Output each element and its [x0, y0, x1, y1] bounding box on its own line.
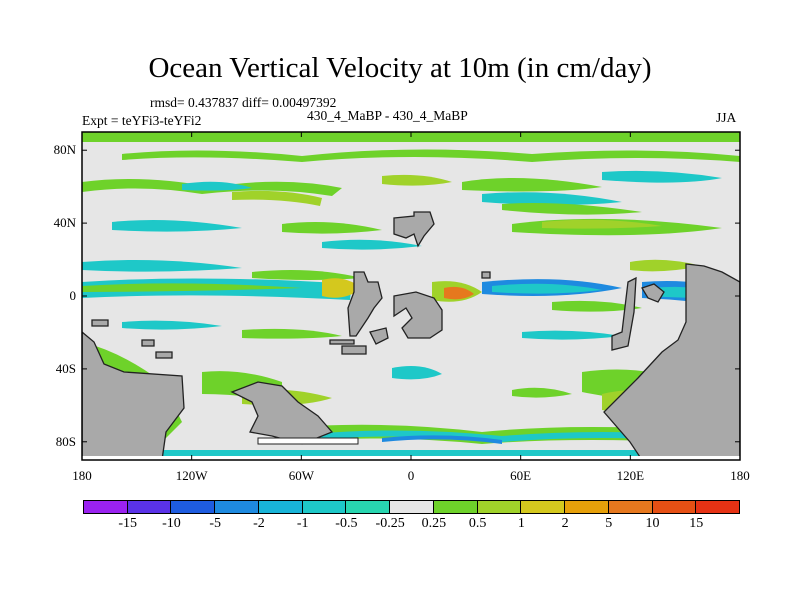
land-asia-east — [611, 276, 637, 351]
land-central-block — [393, 291, 443, 339]
colorbar-label: -2 — [253, 516, 265, 531]
colorbar-label: 0.5 — [468, 516, 487, 531]
x-tick-label: 0 — [407, 468, 415, 483]
land-west-islet-3 — [155, 351, 173, 359]
x-tick-label: 120W — [175, 468, 208, 483]
land-greenland — [393, 211, 435, 248]
colorbar — [83, 500, 741, 514]
colorbar-label: 15 — [689, 516, 704, 531]
colorbar-box — [651, 500, 697, 514]
y-tick-label: 40S — [55, 360, 76, 376]
colorbar-label: -15 — [118, 516, 138, 531]
colorbar-box — [607, 500, 653, 514]
chart-title: Ocean Vertical Velocity at 10m (in cm/da… — [148, 52, 652, 84]
colorbar-box — [126, 500, 172, 514]
case-text: 430_4_MaBP - 430_4_MaBP — [307, 108, 468, 123]
colorbar-label: 2 — [561, 516, 569, 531]
x-tick-label: 60E — [510, 468, 532, 483]
land-south-africa — [329, 339, 355, 345]
gap-strip-a — [257, 437, 359, 445]
colorbar-box — [301, 500, 347, 514]
colorbar-label: -1 — [296, 516, 309, 531]
land-masses — [82, 211, 740, 460]
land-australia — [603, 263, 740, 460]
land-islet-b — [641, 283, 665, 303]
land-islet-a — [481, 271, 491, 279]
colorbar-box — [695, 500, 741, 514]
colorbar-box — [432, 500, 478, 514]
colorbar-box — [345, 500, 391, 514]
colorbar-box — [257, 500, 303, 514]
land-west-islet — [91, 319, 109, 327]
colorbar-box — [520, 500, 566, 514]
colorbar-label: -0.5 — [335, 516, 358, 531]
y-tick-label: 0 — [69, 288, 77, 303]
stats-text: rmsd= 0.437837 diff= 0.00497392 — [150, 95, 337, 110]
x-tick-label: 180 — [730, 468, 750, 483]
y-tick-label: 80N — [53, 142, 76, 158]
x-tick-label: 120E — [616, 468, 645, 483]
colorbar-box — [214, 500, 259, 514]
experiment-text: Expt = teYFi3-teYFi2 — [82, 113, 202, 128]
land-cape — [341, 345, 367, 355]
colorbar-box — [476, 500, 522, 514]
land-central-islet — [369, 327, 389, 345]
x-tick-label: 60W — [288, 468, 314, 483]
season-text: JJA — [716, 110, 737, 125]
colorbar-label: 1 — [517, 516, 525, 531]
land-africa — [347, 271, 383, 337]
land-west-islet-2 — [141, 339, 155, 347]
y-tick-label: 40N — [53, 215, 76, 231]
x-tick-label: 180 — [72, 468, 92, 483]
colorbar-box — [389, 500, 434, 514]
colorbar-box — [564, 500, 609, 514]
colorbar-label: -10 — [162, 516, 181, 531]
y-tick-label: 80S — [55, 433, 76, 449]
colorbar-label: -0.25 — [375, 516, 405, 531]
colorbar-label: 5 — [605, 516, 613, 531]
plot-border — [81, 131, 741, 461]
colorbar-label: -5 — [209, 516, 222, 531]
colorbar-box — [170, 500, 216, 514]
land-southwest — [82, 331, 185, 460]
colorbar-box — [83, 500, 128, 514]
colorbar-label: 10 — [645, 516, 660, 531]
axis-ticks — [81, 132, 741, 460]
colorbar-label: 0.25 — [421, 516, 447, 531]
